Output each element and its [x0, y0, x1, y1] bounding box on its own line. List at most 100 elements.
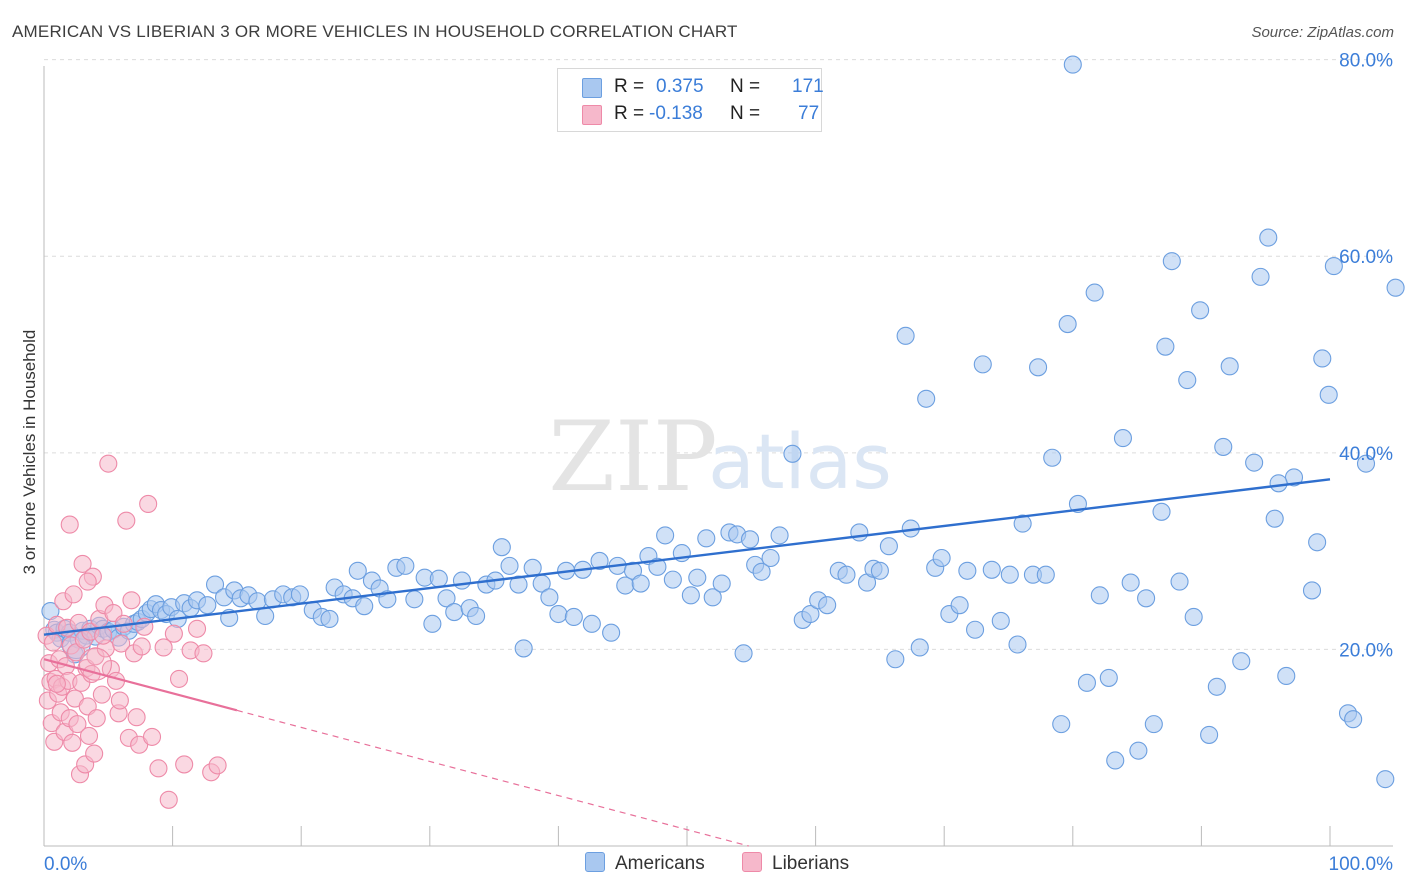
american-point: [1191, 301, 1210, 320]
liberians-legend-label: Liberians: [772, 853, 850, 874]
american-point: [1200, 725, 1219, 744]
liberian-point: [110, 691, 129, 710]
liberian-point: [208, 756, 227, 775]
american-point: [602, 623, 621, 642]
american-point: [1013, 514, 1032, 533]
american-point: [761, 548, 780, 568]
american-point: [205, 575, 225, 594]
american-point: [896, 326, 915, 345]
american-point: [1008, 635, 1027, 654]
american-point: [1277, 666, 1296, 686]
american-point: [950, 596, 969, 615]
american-point: [663, 570, 682, 589]
american-point: [1376, 770, 1395, 789]
american-point: [1313, 349, 1332, 368]
american-point: [818, 596, 837, 615]
watermark: ZIP atlas: [548, 401, 891, 513]
liberian-point: [63, 733, 82, 752]
american-point: [870, 561, 889, 580]
american-point: [467, 606, 486, 626]
american-point: [1308, 533, 1327, 552]
american-point: [697, 529, 716, 548]
liberians-trend-extension: [236, 709, 749, 847]
american-point: [1251, 267, 1270, 286]
american-point: [1036, 565, 1055, 584]
watermark-atlas: atlas: [708, 417, 892, 506]
american-point: [1085, 283, 1104, 302]
legend-liberians[interactable]: Liberians: [742, 852, 849, 876]
american-point: [1063, 55, 1082, 74]
american-point: [1245, 453, 1264, 472]
r-label: R =: [614, 76, 645, 97]
american-point: [396, 556, 415, 575]
liberian-point: [122, 591, 141, 610]
american-point: [783, 444, 802, 463]
americans-legend-label: Americans: [615, 853, 705, 874]
american-point: [1106, 751, 1125, 770]
american-point: [648, 557, 667, 576]
liberian-point: [175, 755, 194, 774]
american-point: [1232, 652, 1251, 671]
y-tick-label: 40.0%: [1339, 444, 1393, 465]
american-point: [1220, 357, 1239, 376]
legend-americans[interactable]: Americans: [585, 852, 705, 876]
american-point: [712, 574, 731, 593]
stats-legend: R = 0.375 N = 171 R = -0.138 N = 77: [557, 68, 824, 132]
american-point: [549, 604, 568, 624]
american-point: [740, 530, 760, 549]
american-point: [564, 607, 583, 627]
liberian-point: [154, 638, 173, 657]
liberian-point: [169, 669, 189, 688]
liberian-point: [68, 715, 87, 734]
trend-lines: [43, 478, 1331, 847]
liberian-point: [43, 633, 63, 652]
liberian-point: [187, 619, 207, 638]
american-point: [590, 551, 609, 571]
liberian-point: [139, 494, 158, 513]
liberian-point: [194, 644, 213, 663]
american-point: [932, 548, 951, 568]
liberian-point: [73, 554, 92, 573]
american-point: [973, 355, 992, 374]
american-point: [1156, 337, 1175, 356]
liberian-point: [159, 790, 178, 809]
american-point: [681, 586, 700, 605]
american-point: [540, 588, 559, 607]
liberian-point: [132, 637, 151, 656]
r-value: 0.375: [656, 76, 704, 97]
american-point: [429, 569, 448, 588]
american-point: [1000, 565, 1019, 584]
american-point: [1043, 448, 1062, 467]
chart-title: AMERICAN VS LIBERIAN 3 OR MORE VEHICLES …: [12, 22, 738, 41]
american-point: [656, 526, 675, 545]
american-point: [910, 638, 929, 657]
americans-legend-swatch: [585, 852, 605, 872]
american-point: [850, 523, 869, 542]
american-point: [837, 565, 856, 584]
american-point: [801, 604, 820, 624]
american-point: [917, 389, 936, 408]
liberian-point: [164, 624, 183, 643]
liberian-cluster-point: [78, 647, 112, 681]
american-point: [886, 650, 905, 669]
watermark-zip: ZIP: [548, 401, 717, 513]
tick-labels: 20.0% 40.0% 60.0% 80.0% 0.0% 100.0%: [44, 51, 1393, 875]
american-point: [290, 585, 309, 604]
liberian-point: [92, 685, 111, 704]
american-point: [1284, 468, 1304, 487]
american-point: [1144, 715, 1163, 734]
american-point: [1214, 437, 1233, 456]
american-point: [631, 574, 650, 593]
american-point: [1129, 741, 1148, 760]
x-tick-label: 0.0%: [44, 854, 87, 875]
american-point: [1386, 278, 1405, 297]
american-point: [423, 614, 442, 633]
american-point: [752, 562, 771, 581]
n-label: N =: [730, 76, 761, 97]
american-point: [1259, 228, 1278, 247]
american-point: [1162, 252, 1181, 271]
american-point: [1178, 371, 1197, 390]
liberian-point: [47, 674, 66, 693]
r-label: R =: [614, 103, 645, 124]
american-point: [492, 538, 511, 557]
